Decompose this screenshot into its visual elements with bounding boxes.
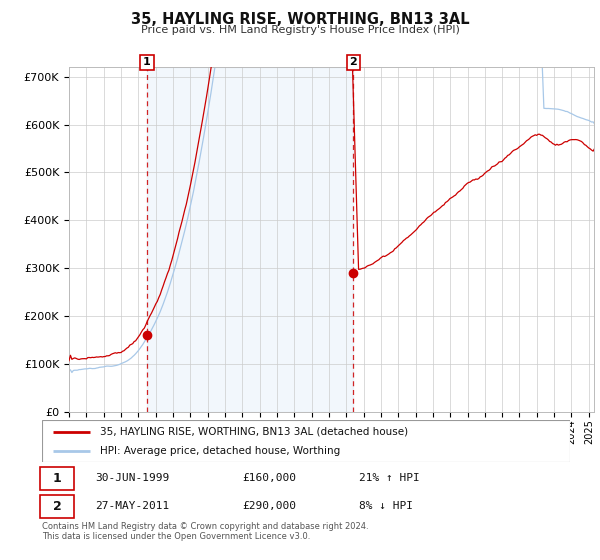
Text: 8% ↓ HPI: 8% ↓ HPI [359,501,413,511]
Text: £160,000: £160,000 [242,473,296,483]
Text: 2: 2 [53,500,61,513]
Text: 35, HAYLING RISE, WORTHING, BN13 3AL (detached house): 35, HAYLING RISE, WORTHING, BN13 3AL (de… [100,427,408,437]
Text: 1: 1 [143,58,151,67]
Text: 21% ↑ HPI: 21% ↑ HPI [359,473,419,483]
Text: Price paid vs. HM Land Registry's House Price Index (HPI): Price paid vs. HM Land Registry's House … [140,25,460,35]
Text: 27-MAY-2011: 27-MAY-2011 [95,501,169,511]
Text: Contains HM Land Registry data © Crown copyright and database right 2024.
This d: Contains HM Land Registry data © Crown c… [42,522,368,542]
FancyBboxPatch shape [40,466,74,489]
Text: 2: 2 [349,58,357,67]
Text: HPI: Average price, detached house, Worthing: HPI: Average price, detached house, Wort… [100,446,340,456]
FancyBboxPatch shape [40,495,74,518]
Text: 1: 1 [53,472,61,484]
Bar [147,67,353,412]
Text: 35, HAYLING RISE, WORTHING, BN13 3AL: 35, HAYLING RISE, WORTHING, BN13 3AL [131,12,469,27]
Text: £290,000: £290,000 [242,501,296,511]
Text: 30-JUN-1999: 30-JUN-1999 [95,473,169,483]
